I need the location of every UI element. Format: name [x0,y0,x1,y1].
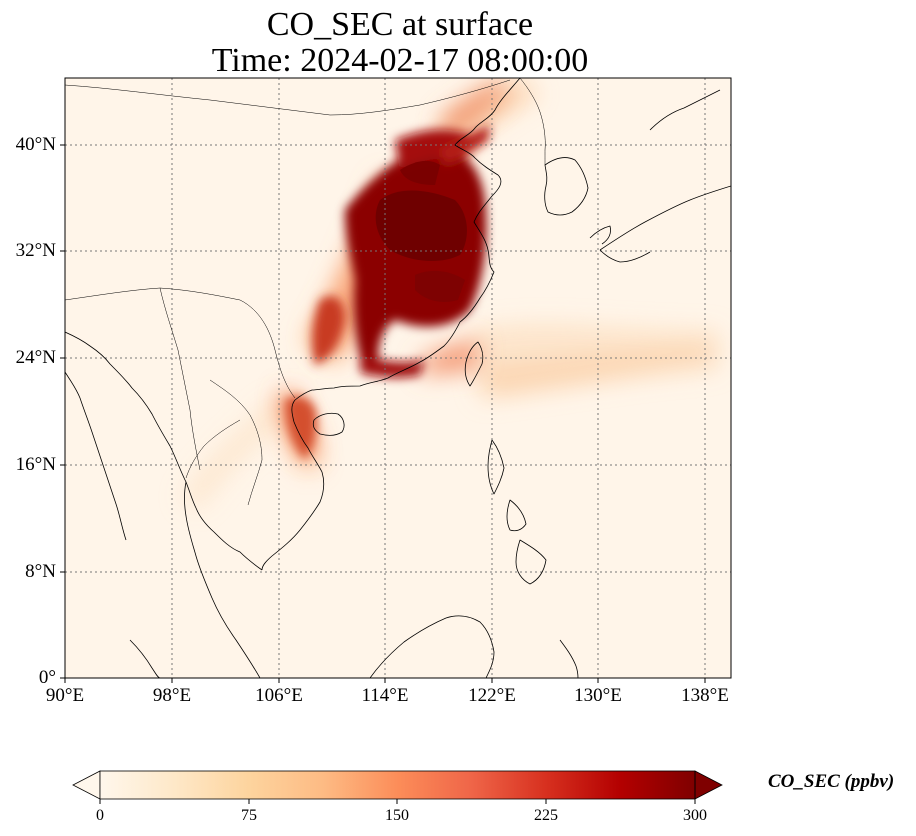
colorbar-title: CO_SEC (ppbv) [768,771,895,792]
map-title-line1: CO_SEC at surface [266,6,534,43]
colorbar [72,770,723,804]
lat-tick-label: 8°N [25,561,56,582]
colorbar-tick-label: 300 [683,807,707,824]
colorbar-tick-label: 75 [241,807,257,824]
gridlines [65,78,731,678]
colorbar-tick-label: 150 [385,807,409,824]
coastlines [65,78,731,678]
lon-tick-label: 138°E [681,685,729,706]
lon-tick-label: 98°E [152,685,192,706]
lon-tick-label: 90°E [45,685,85,706]
lon-tick-label: 106°E [255,685,303,706]
borders [65,78,546,506]
colorbar-extend-min [72,770,101,800]
lat-tick-label: 32°N [15,240,56,261]
map-title-line2: Time: 2024-02-17 08:00:00 [211,42,589,79]
colorbar-gradient [100,771,695,799]
lat-tick-label: 0° [38,667,56,688]
lat-tick-label: 40°N [15,134,56,155]
lat-tick-label: 16°N [15,454,56,475]
colorbar-tick-label: 0 [96,807,104,824]
lon-tick-label: 122°E [468,685,516,706]
lon-tick-label: 114°E [361,685,409,706]
map-frame [64,77,732,679]
axis-ticks [60,144,706,683]
colorbar-extend-max [694,770,723,800]
lon-tick-label: 130°E [574,685,622,706]
lat-tick-label: 24°N [15,347,56,368]
colorbar-tick-label: 225 [534,807,558,824]
